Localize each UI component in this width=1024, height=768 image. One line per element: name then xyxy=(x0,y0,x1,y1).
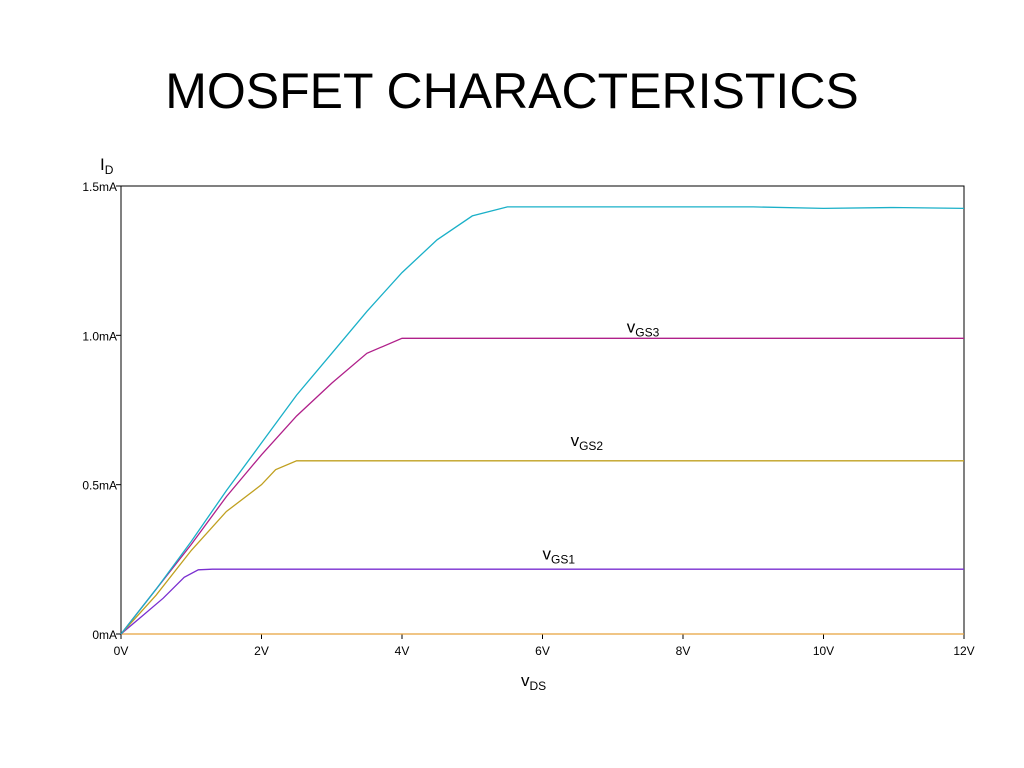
y-tick-label: 1.5mA xyxy=(82,180,117,194)
series-line-4 xyxy=(120,206,965,635)
series-group xyxy=(120,206,965,635)
y-tick-label: 0mA xyxy=(92,628,117,642)
series-line-3 xyxy=(120,337,964,635)
x-axis-label: vDS xyxy=(521,671,546,693)
curve-label-gs2: vGS2 xyxy=(571,431,604,453)
y-axis-label: ID xyxy=(100,155,114,177)
y-tick-label: 1.0mA xyxy=(82,329,117,343)
y-tick-label: 0.5mA xyxy=(82,479,117,493)
x-tick-label: 0V xyxy=(114,644,129,658)
x-tick-label: 4V xyxy=(395,644,410,658)
series-line-2 xyxy=(120,460,964,635)
x-tick-label: 8V xyxy=(676,644,691,658)
series-line-1 xyxy=(120,568,964,635)
ticks-group: 0V 2V 4V 6V 8V 10V 12V 0mA 0.5mA 1.0mA 1.5mA xyxy=(82,180,974,658)
x-tick-label: 12V xyxy=(953,644,974,658)
labels-group: vGS3 vGS2 vGS1 xyxy=(543,317,660,566)
x-tick-label: 6V xyxy=(535,644,550,658)
page-title: MOSFET CHARACTERISTICS xyxy=(165,63,859,119)
x-tick-label: 10V xyxy=(813,644,834,658)
curve-label-gs1: vGS1 xyxy=(543,544,576,566)
plot-frame xyxy=(120,185,965,635)
curve-label-gs3: vGS3 xyxy=(627,317,660,339)
x-tick-label: 2V xyxy=(254,644,269,658)
